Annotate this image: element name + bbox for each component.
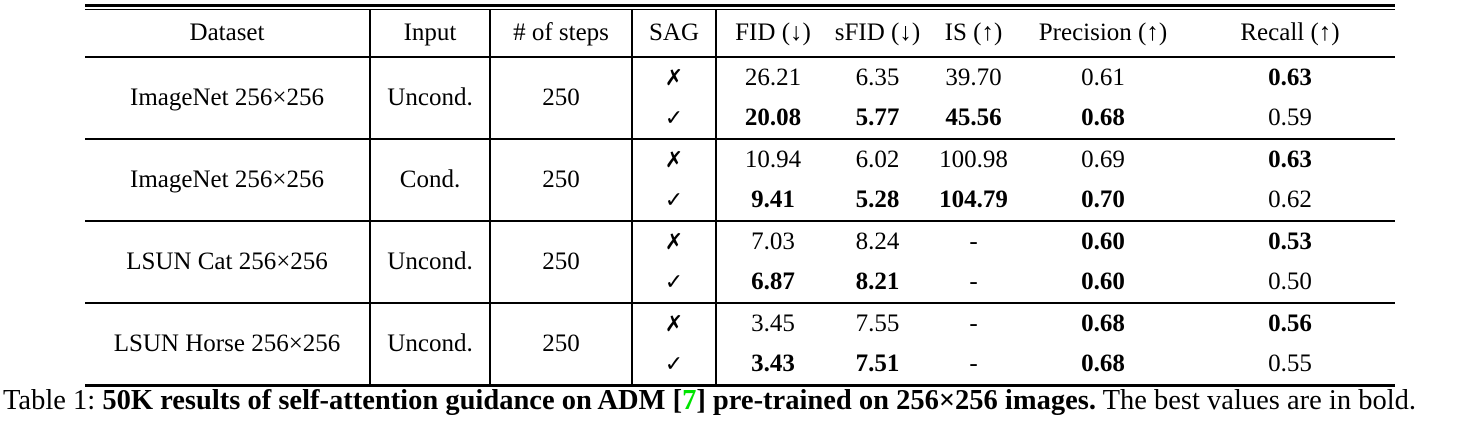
results-table-container: Dataset Input # of steps SAG FID (↓) sFI… (85, 4, 1395, 387)
sfid-cell: 5.77 (855, 104, 900, 131)
is-cell: 45.56 (945, 104, 1002, 131)
sfid-cell: 6.02 (829, 138, 926, 180)
precision-cell: 0.68 (1081, 104, 1125, 131)
sfid-cell: 8.21 (855, 268, 900, 295)
header-dataset: Dataset (85, 9, 371, 58)
check-mark-icon: ✓ (632, 180, 717, 221)
precision-cell: 0.60 (1081, 268, 1125, 295)
header-input: Input (370, 9, 491, 58)
header-precision: Precision (↑) (1021, 9, 1185, 58)
sfid-cell: 7.55 (829, 302, 926, 344)
recall-cell: 0.63 (1185, 138, 1395, 180)
input-cell: Cond. (370, 138, 491, 221)
cross-mark-icon: ✗ (632, 302, 717, 344)
table-row: ✓ 3.43 7.51 - 0.68 0.55 (85, 344, 1395, 386)
fid-cell: 7.03 (716, 220, 829, 262)
steps-cell: 250 (490, 138, 633, 221)
cross-mark-icon: ✗ (632, 57, 717, 98)
header-sfid: sFID (↓) (829, 9, 926, 58)
table-row: ImageNet 256×256 Cond. 250 ✗ 10.94 6.02 … (85, 138, 1395, 221)
header-fid: FID (↓) (716, 9, 829, 58)
results-table: Dataset Input # of steps SAG FID (↓) sFI… (85, 9, 1395, 387)
is-cell: - (926, 302, 1021, 344)
header-sag: SAG (632, 9, 717, 58)
citation-ref: 7 (682, 385, 697, 416)
precision-cell: 0.70 (1081, 186, 1125, 213)
dataset-cell: LSUN Horse 256×256 (85, 302, 371, 386)
precision-cell: 0.60 (1021, 220, 1185, 262)
recall-cell: 0.55 (1268, 350, 1312, 377)
table-row: ✓ 9.41 5.28 104.79 0.70 0.62 (85, 180, 1395, 221)
input-cell: Uncond. (370, 220, 491, 303)
recall-cell: 0.63 (1268, 64, 1312, 91)
table-row: ImageNet 256×256 Uncond. 250 ✗ 26.21 6.3… (85, 57, 1395, 139)
dataset-cell: ImageNet 256×256 (85, 57, 371, 139)
steps-cell: 250 (490, 220, 633, 303)
recall-cell: 0.62 (1268, 186, 1312, 213)
fid-cell: 9.41 (751, 186, 795, 213)
header-recall: Recall (↑) (1185, 9, 1395, 58)
fid-cell: 3.43 (751, 350, 795, 377)
sfid-cell: 7.51 (855, 350, 900, 377)
is-cell: - (926, 220, 1021, 262)
fid-cell: 6.87 (751, 268, 795, 295)
precision-cell: 0.68 (1021, 302, 1185, 344)
precision-cell: 0.69 (1021, 138, 1185, 180)
caption-bold-text: ] pre-trained on 256×256 images. (696, 385, 1096, 416)
fid-cell: 3.45 (716, 302, 829, 344)
header-steps: # of steps (490, 9, 633, 58)
check-mark-icon: ✓ (632, 262, 717, 303)
precision-cell: 0.61 (1081, 64, 1125, 91)
caption-label: Table 1: (3, 385, 96, 416)
table-row: LSUN Cat 256×256 Uncond. 250 ✗ 7.03 8.24… (85, 220, 1395, 303)
fid-cell: 26.21 (744, 64, 802, 91)
check-mark-icon: ✓ (632, 344, 717, 386)
sfid-cell: 6.35 (855, 64, 900, 91)
fid-cell: 10.94 (716, 138, 829, 180)
dataset-cell: ImageNet 256×256 (85, 138, 371, 221)
header-is: IS (↑) (926, 9, 1021, 58)
input-cell: Uncond. (370, 302, 491, 386)
caption-bold-text: 50K results of self-attention guidance o… (102, 385, 683, 416)
fid-cell: 20.08 (744, 104, 802, 131)
table-row: ✓ 6.87 8.21 - 0.60 0.50 (85, 262, 1395, 303)
sfid-cell: 5.28 (855, 186, 900, 213)
check-mark-icon: ✓ (632, 98, 717, 139)
is-cell: - (969, 268, 978, 295)
is-cell: 100.98 (926, 138, 1021, 180)
caption-rest: The best values are in bold. (1102, 385, 1416, 416)
is-cell: - (969, 350, 978, 377)
table-caption: Table 1: 50K results of self-attention g… (3, 383, 1481, 419)
header-row: Dataset Input # of steps SAG FID (↓) sFI… (85, 9, 1395, 58)
recall-cell: 0.56 (1185, 302, 1395, 344)
precision-cell: 0.68 (1081, 350, 1125, 377)
input-cell: Uncond. (370, 57, 491, 139)
recall-cell: 0.59 (1268, 104, 1312, 131)
steps-cell: 250 (490, 302, 633, 386)
recall-cell: 0.53 (1185, 220, 1395, 262)
recall-cell: 0.50 (1268, 268, 1312, 295)
table-row: LSUN Horse 256×256 Uncond. 250 ✗ 3.45 7.… (85, 302, 1395, 386)
sfid-cell: 8.24 (829, 220, 926, 262)
dataset-cell: LSUN Cat 256×256 (85, 220, 371, 303)
table-row: ✓ 20.08 5.77 45.56 0.68 0.59 (85, 98, 1395, 139)
cross-mark-icon: ✗ (632, 220, 717, 262)
cross-mark-icon: ✗ (632, 138, 717, 180)
is-cell: 104.79 (939, 186, 1008, 213)
steps-cell: 250 (490, 57, 633, 139)
is-cell: 39.70 (945, 64, 1002, 91)
